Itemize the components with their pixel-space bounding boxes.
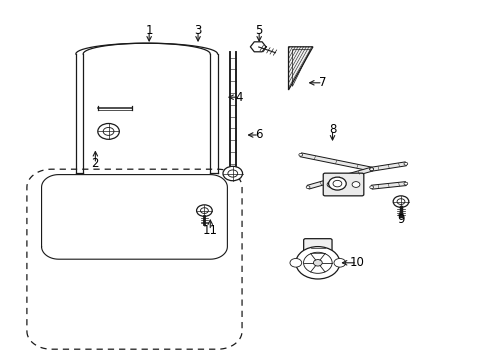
FancyBboxPatch shape xyxy=(323,173,363,196)
Polygon shape xyxy=(300,153,371,171)
Text: 9: 9 xyxy=(396,213,404,226)
Circle shape xyxy=(369,168,373,171)
Text: 3: 3 xyxy=(194,24,202,37)
Circle shape xyxy=(333,258,345,267)
Text: 7: 7 xyxy=(318,76,326,89)
Circle shape xyxy=(98,123,119,139)
Text: 2: 2 xyxy=(91,157,99,170)
Polygon shape xyxy=(370,162,406,171)
Circle shape xyxy=(298,153,302,156)
Circle shape xyxy=(403,182,407,185)
Text: 11: 11 xyxy=(203,224,217,237)
Polygon shape xyxy=(306,167,372,189)
Text: 6: 6 xyxy=(255,129,263,141)
Circle shape xyxy=(369,186,373,189)
Circle shape xyxy=(351,181,359,187)
Polygon shape xyxy=(250,42,265,52)
Text: 10: 10 xyxy=(349,256,364,269)
Circle shape xyxy=(369,168,373,171)
FancyBboxPatch shape xyxy=(303,239,331,261)
Text: 1: 1 xyxy=(145,24,153,37)
Circle shape xyxy=(196,205,212,216)
Circle shape xyxy=(369,168,373,171)
Circle shape xyxy=(295,247,339,279)
Text: 8: 8 xyxy=(328,123,336,136)
Circle shape xyxy=(328,177,346,190)
Circle shape xyxy=(305,186,309,189)
Text: 5: 5 xyxy=(255,24,263,37)
Circle shape xyxy=(289,258,301,267)
Circle shape xyxy=(313,260,322,266)
Text: 4: 4 xyxy=(235,91,243,104)
Circle shape xyxy=(223,166,242,181)
Circle shape xyxy=(326,181,334,187)
Circle shape xyxy=(403,162,407,165)
Circle shape xyxy=(392,196,408,207)
Polygon shape xyxy=(370,182,406,189)
Polygon shape xyxy=(288,47,312,90)
